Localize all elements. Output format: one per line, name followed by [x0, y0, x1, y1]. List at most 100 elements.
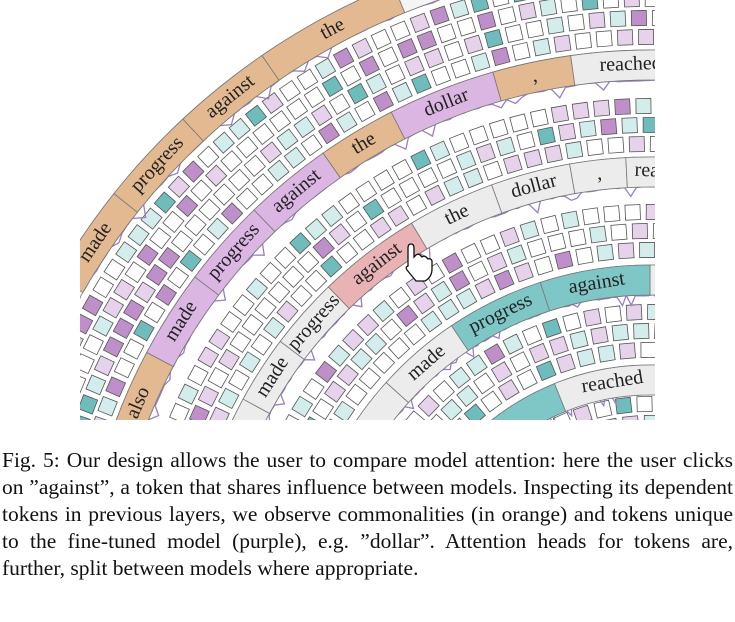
attention-square	[450, 58, 471, 79]
attention-square	[552, 411, 574, 420]
attention-square	[537, 126, 556, 146]
attention-square	[81, 294, 104, 317]
attention-square	[296, 250, 320, 274]
attention-square	[267, 159, 290, 182]
attention-square	[153, 191, 177, 214]
attention-square	[593, 399, 613, 419]
attention-square	[455, 150, 477, 171]
attention-square	[568, 228, 587, 248]
attention-square	[609, 10, 627, 28]
attention-square	[616, 29, 634, 46]
attention-square	[424, 184, 446, 206]
attention-square	[484, 28, 504, 49]
attention-square	[583, 308, 602, 327]
attention-square	[312, 398, 335, 420]
attention-square	[167, 175, 191, 198]
attention-square	[534, 421, 554, 430]
attention-square	[112, 317, 135, 340]
attention-square	[610, 223, 628, 241]
attention-square	[463, 403, 487, 420]
attention-square	[553, 34, 572, 53]
attention-square	[205, 164, 228, 187]
attention-square	[483, 343, 506, 365]
attention-square	[649, 136, 655, 153]
attention-square	[673, 11, 689, 27]
attention-square	[497, 6, 517, 26]
attention-square	[362, 198, 385, 221]
attention-square	[631, 223, 649, 240]
attention-square	[666, 0, 682, 7]
attention-square	[296, 68, 319, 91]
attention-square	[182, 160, 205, 183]
attention-square	[391, 427, 412, 430]
attention-square	[595, 30, 613, 48]
attention-square	[167, 266, 190, 289]
attention-square	[586, 138, 604, 156]
attention-square	[525, 19, 544, 39]
attention-square	[243, 154, 266, 178]
attention-square	[622, 415, 640, 420]
attention-square	[603, 205, 621, 223]
attention-square	[352, 228, 375, 251]
attention-square	[310, 104, 333, 127]
attention-square	[604, 305, 622, 323]
attention-square	[702, 348, 720, 366]
attention-square	[403, 323, 426, 346]
attention-square	[482, 160, 503, 181]
attention-square	[103, 258, 126, 281]
attention-square	[82, 334, 104, 356]
attention-square	[513, 262, 534, 283]
attention-square	[208, 328, 231, 351]
attention-square	[32, 411, 51, 430]
attention-square	[589, 225, 607, 244]
attention-square	[624, 204, 641, 221]
token-label: reached	[634, 159, 697, 183]
attention-square	[596, 243, 615, 262]
attention-square	[497, 378, 520, 401]
attention-square	[668, 305, 684, 321]
attention-square	[441, 252, 464, 274]
attention-square	[358, 367, 381, 390]
attention-square	[289, 232, 312, 255]
attention-square	[719, 103, 735, 120]
attention-square	[437, 298, 460, 321]
attention-square	[635, 98, 652, 115]
attention-square	[490, 0, 510, 8]
attention-square	[259, 261, 282, 285]
attention-square	[332, 47, 355, 69]
attention-square	[576, 348, 596, 368]
attention-square	[425, 413, 448, 420]
attention-square	[463, 34, 484, 55]
attention-square	[560, 210, 580, 230]
attention-square	[276, 128, 299, 151]
attention-square	[509, 351, 531, 373]
token-segment	[539, 264, 651, 312]
attention-square	[659, 30, 674, 45]
attention-square	[123, 299, 145, 321]
attention-square	[336, 241, 359, 264]
attention-square	[208, 406, 230, 420]
attention-square	[694, 226, 711, 243]
attention-square	[516, 368, 538, 391]
attention-square	[480, 390, 503, 413]
attention-square	[729, 315, 735, 334]
attention-square	[474, 278, 496, 300]
attention-square	[614, 98, 631, 116]
attention-square	[528, 342, 550, 364]
attention-square	[652, 223, 655, 240]
attention-square	[436, 158, 458, 180]
attention-square	[251, 173, 274, 196]
attention-square	[715, 332, 733, 350]
attention-square	[370, 28, 392, 50]
attention-square	[468, 125, 489, 146]
attention-square	[145, 263, 168, 286]
attention-square	[113, 357, 135, 379]
attention-square	[726, 124, 735, 141]
attention-square	[333, 400, 356, 420]
attention-square	[192, 233, 216, 256]
attention-square	[493, 269, 515, 291]
attention-square	[269, 110, 292, 133]
attention-square	[682, 344, 699, 361]
attention-square	[398, 176, 421, 199]
attention-square	[229, 331, 252, 353]
